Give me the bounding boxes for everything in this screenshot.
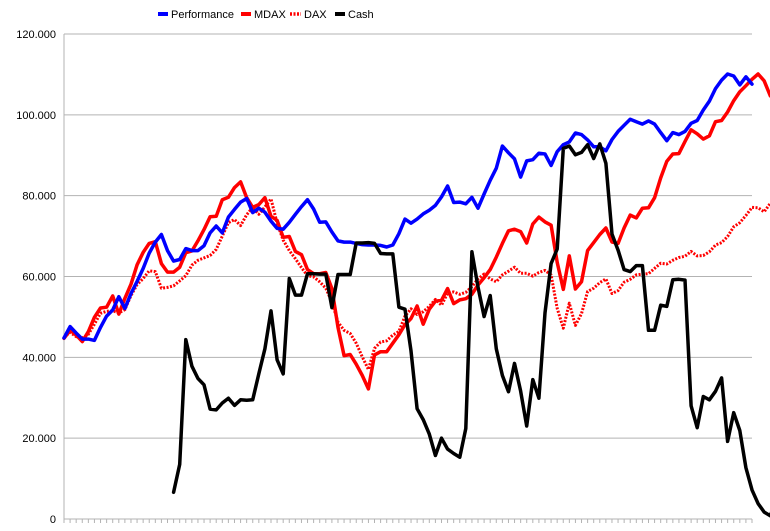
legend-entry-cash: Cash xyxy=(335,9,374,21)
legend-entry-performance: Performance xyxy=(158,9,234,21)
legend: Performance MDAX DAX Cash xyxy=(158,9,374,21)
series-line-cash xyxy=(171,142,770,518)
series-line-dax xyxy=(63,197,770,371)
series-line-performance xyxy=(62,72,754,343)
legend-entry-mdax: MDAX xyxy=(241,9,286,21)
y-tick-label: 40.000 xyxy=(22,352,56,364)
legend-entry-dax: DAX xyxy=(290,9,327,21)
y-tick-label: 80.000 xyxy=(22,191,56,203)
legend-label-mdax: MDAX xyxy=(254,9,286,21)
y-tick-label: 0 xyxy=(50,514,56,526)
y-tick-label: 120.000 xyxy=(16,29,56,41)
series-lines xyxy=(62,72,770,518)
gridlines xyxy=(63,33,752,520)
y-tick-label: 60.000 xyxy=(22,272,56,284)
y-axis-tick-labels: 0 20.000 40.000 60.000 80.000 100.000 120.000 xyxy=(16,29,56,526)
legend-label-dax: DAX xyxy=(304,9,327,21)
legend-label-performance: Performance xyxy=(171,9,234,21)
series-line-mdax xyxy=(62,72,770,391)
y-tick-label: 100.000 xyxy=(16,110,56,122)
x-axis-ticks xyxy=(63,519,753,523)
y-tick-label: 20.000 xyxy=(22,433,56,445)
legend-label-cash: Cash xyxy=(348,9,374,21)
